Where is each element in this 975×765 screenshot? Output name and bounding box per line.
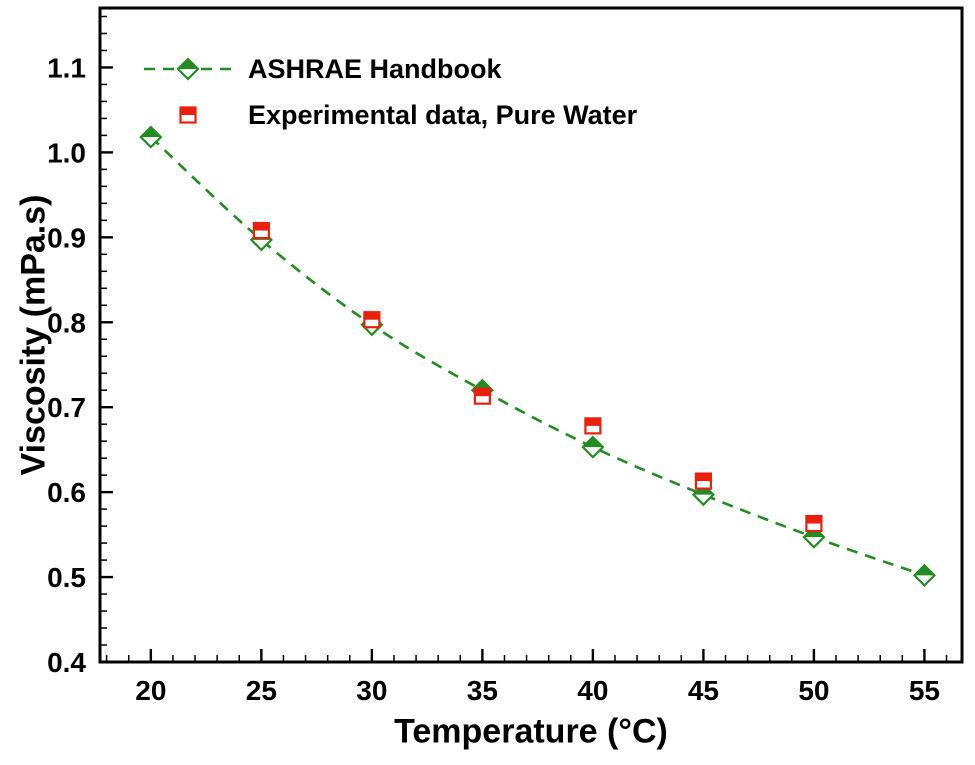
y-tick-label: 1.0	[47, 137, 86, 168]
experimental-data-point	[252, 221, 270, 240]
legend-item-ashrae: ASHRAE Handbook	[142, 52, 637, 86]
x-tick-label: 50	[798, 675, 829, 706]
y-tick-label: 1.1	[47, 52, 86, 83]
legend-item-experimental: Experimental data, Pure Water	[142, 98, 637, 132]
experimental-data-point	[363, 311, 381, 329]
y-tick-label: 0.7	[47, 392, 86, 423]
x-tick-label: 55	[909, 675, 940, 706]
x-tick-label: 45	[688, 675, 719, 706]
y-tick-label: 0.8	[47, 307, 86, 338]
x-tick-label: 20	[135, 675, 166, 706]
plot-border	[98, 6, 964, 664]
ashrae-legend-marker	[144, 57, 232, 81]
ashrae-data-point	[912, 563, 936, 587]
y-tick-label: 0.5	[47, 562, 86, 593]
x-tick-label: 30	[356, 675, 387, 706]
ashrae-data-point	[581, 435, 605, 459]
y-axis-title: Viscosity (mPa.s)	[14, 194, 53, 476]
experimental-data-point	[694, 472, 713, 490]
experimental-legend-marker	[179, 106, 197, 124]
ashrae-data-point	[139, 125, 163, 149]
x-tick-label: 25	[246, 675, 277, 706]
y-tick-label: 0.4	[47, 647, 86, 678]
axes: 20 25 30 35 40 45 50 55 0.4 0.5 0.6 0.7 0.8 0.9 1.0 1.1	[47, 6, 964, 706]
y-tick-label: 0.9	[47, 222, 86, 253]
legend-label-ashrae: ASHRAE Handbook	[248, 53, 502, 84]
experimental-data-point	[473, 387, 491, 405]
x-axis-title: Temperature (°C)	[394, 712, 668, 751]
legend: ASHRAE Handbook Experimental data, Pure …	[142, 52, 637, 132]
x-tick-label: 35	[467, 675, 498, 706]
ashrae-line	[149, 136, 925, 577]
experimental-data-point	[805, 514, 823, 533]
experimental-data-point	[584, 417, 602, 435]
ashrae-legend-diamond	[176, 57, 200, 81]
legend-label-experimental: Experimental data, Pure Water	[248, 99, 638, 130]
x-tick-label: 40	[577, 675, 608, 706]
y-tick-label: 0.6	[47, 477, 86, 508]
experimental-legend-square	[179, 106, 197, 124]
